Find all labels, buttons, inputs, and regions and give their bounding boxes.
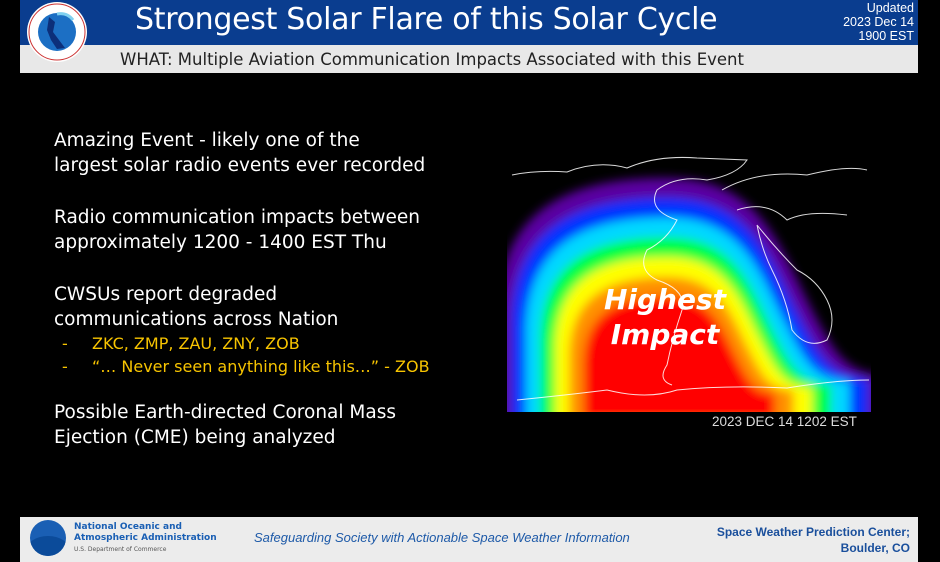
coastlines bbox=[511, 156, 870, 401]
paragraph-event: Amazing Event - likely one of the larges… bbox=[54, 128, 425, 178]
text-line: Possible Earth-directed Coronal Mass bbox=[54, 402, 396, 423]
nws-logo bbox=[27, 2, 87, 62]
impact-band bbox=[583, 296, 775, 412]
page-title: Strongest Solar Flare of this Solar Cycl… bbox=[135, 2, 718, 37]
text-line: Radio communication impacts between bbox=[54, 207, 420, 228]
org-line: National Oceanic and bbox=[74, 522, 182, 532]
map-caption: 2023 DEC 14 1202 EST bbox=[712, 414, 857, 429]
subtitle-bar: WHAT: Multiple Aviation Communication Im… bbox=[20, 45, 918, 73]
label-line: Impact bbox=[610, 318, 720, 351]
bullet-text: “… Never seen anything like this…” - ZOB bbox=[92, 357, 430, 376]
paragraph-cme: Possible Earth-directed Coronal Mass Eje… bbox=[54, 400, 396, 450]
updated-time: 1900 EST bbox=[858, 29, 914, 43]
noaa-name: National Oceanic and Atmospheric Adminis… bbox=[74, 522, 217, 555]
text-line: CWSUs report degraded bbox=[54, 284, 278, 305]
noaa-logo bbox=[30, 520, 66, 556]
department: U.S. Department of Commerce bbox=[74, 546, 167, 553]
bullet-text: ZKC, ZMP, ZAU, ZNY, ZOB bbox=[92, 334, 300, 353]
footer-bar: National Oceanic and Atmospheric Adminis… bbox=[20, 517, 918, 562]
text-line: approximately 1200 - 1400 EST Thu bbox=[54, 232, 387, 253]
text-line: communications across Nation bbox=[54, 309, 339, 330]
org-line: Atmospheric Administration bbox=[74, 533, 217, 543]
highest-impact-label: Highest Impact bbox=[560, 282, 770, 352]
updated-label: Updated bbox=[866, 1, 914, 15]
header-bar: Strongest Solar Flare of this Solar Cycl… bbox=[20, 0, 918, 45]
label-line: Highest bbox=[603, 283, 727, 316]
paragraph-cwsu: CWSUs report degraded communications acr… bbox=[54, 282, 430, 378]
text-line: largest solar radio events ever recorded bbox=[54, 155, 426, 176]
center-line: Space Weather Prediction Center; bbox=[716, 525, 910, 539]
bullet-dash: - bbox=[62, 334, 68, 353]
bullet-item: - “… Never seen anything like this…” - ZO… bbox=[54, 355, 430, 378]
updated-timestamp: Updated 2023 Dec 14 1900 EST bbox=[843, 1, 914, 43]
bullet-dash: - bbox=[62, 357, 68, 376]
center-line: Boulder, CO bbox=[840, 541, 910, 555]
slogan: Safeguarding Society with Actionable Spa… bbox=[254, 530, 630, 545]
subtitle: WHAT: Multiple Aviation Communication Im… bbox=[120, 50, 744, 69]
center-name: Space Weather Prediction Center; Boulder… bbox=[717, 524, 910, 556]
paragraph-impacts: Radio communication impacts between appr… bbox=[54, 205, 420, 255]
bullet-item: - ZKC, ZMP, ZAU, ZNY, ZOB bbox=[54, 332, 430, 355]
updated-date: 2023 Dec 14 bbox=[843, 15, 914, 29]
impact-map bbox=[507, 156, 871, 412]
text-line: Amazing Event - likely one of the bbox=[54, 130, 360, 151]
text-line: Ejection (CME) being analyzed bbox=[54, 427, 336, 448]
